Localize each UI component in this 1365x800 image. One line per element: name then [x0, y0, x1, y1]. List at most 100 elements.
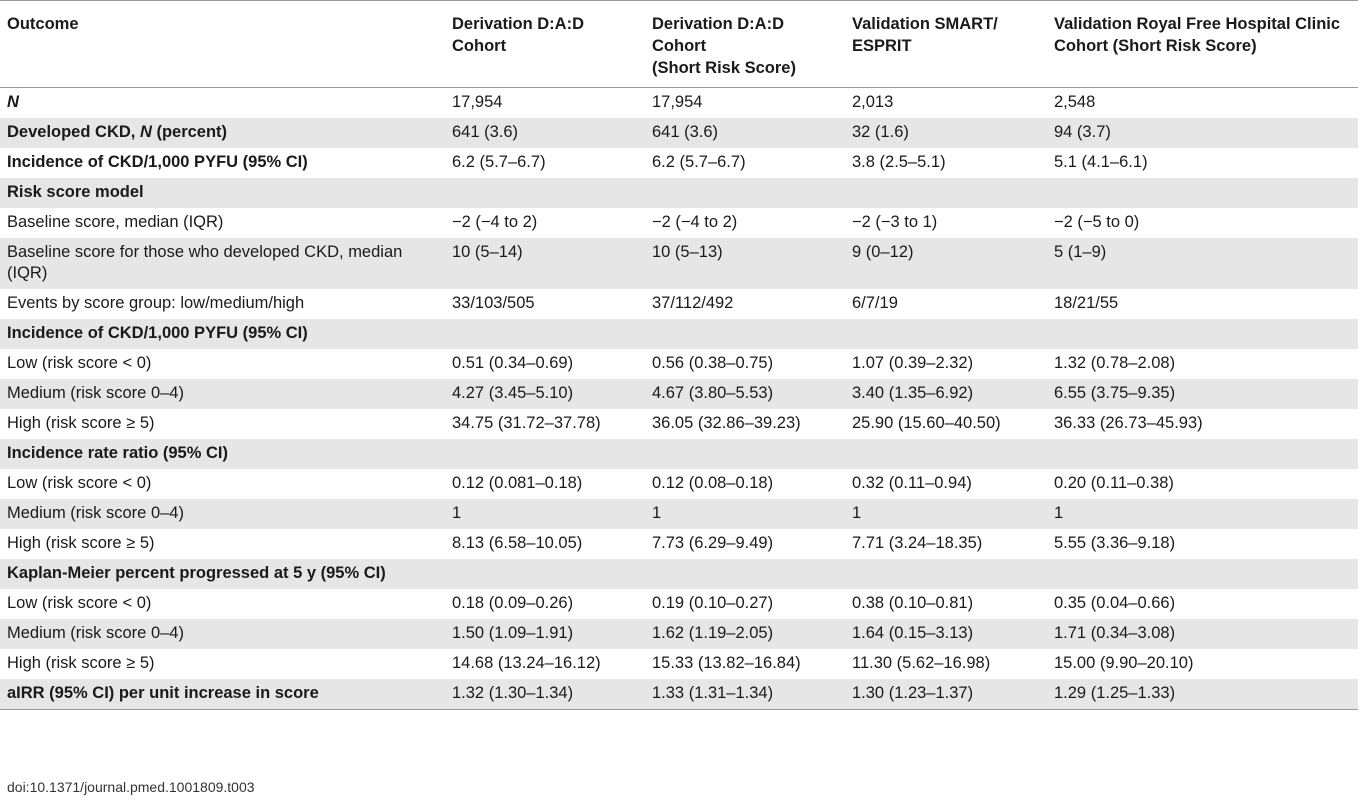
table-row: Baseline score for those who developed C… — [0, 238, 1358, 289]
table-cell: 0.32 (0.11–0.94) — [852, 474, 972, 492]
table-cell: 1.64 (0.15–3.13) — [846, 619, 1048, 649]
table-cell: 641 (3.6) — [446, 118, 646, 148]
table-row: Medium (risk score 0–4) 1 1 1 1 — [0, 499, 1358, 529]
table-cell: 0.35 (0.04–0.66) — [1054, 594, 1176, 612]
table-cell: 17,954 — [452, 93, 503, 111]
table-cell: 6/7/19 — [852, 294, 898, 312]
table-cell: 34.75 (31.72–37.78) — [452, 414, 601, 432]
table-cell: 3.40 (1.35–6.92) — [846, 379, 1048, 409]
table-cell: 3.8 (2.5–5.1) — [852, 153, 946, 171]
table-body: N 17,954 17,954 2,013 2,548 Developed CKD, N … — [0, 88, 1358, 710]
header-outcome: Outcome — [7, 15, 79, 33]
table-row: Baseline score, median (IQR) −2 (−4 to 2)… — [0, 208, 1358, 238]
table-cell: 94 (3.7) — [1048, 118, 1358, 148]
table-row: Low (risk score < 0) 0.12 (0.081–0.18) 0.1… — [0, 469, 1358, 499]
table-row: Developed CKD, N (percent) 641 (3.6) 641 (… — [0, 118, 1358, 148]
table-row: aIRR (95% CI) per unit increase in score… — [0, 679, 1358, 710]
table-cell: 0.38 (0.10–0.81) — [852, 594, 974, 612]
table-cell: −2 (−3 to 1) — [852, 213, 938, 231]
row-label: High (risk score ≥ 5) — [7, 414, 155, 432]
table-cell: 18/21/55 — [1054, 294, 1119, 312]
header-validation-smart-esprit: Validation SMART/ ESPRIT — [852, 15, 998, 55]
table-cell — [446, 559, 646, 589]
table-cell: 1.32 (0.78–2.08) — [1054, 354, 1176, 372]
table-cell: 1 — [646, 499, 846, 529]
table-cell: 14.68 (13.24–16.12) — [452, 654, 601, 672]
table-cell: 2,013 — [852, 93, 894, 111]
table-cell: 10 (5–13) — [646, 238, 846, 289]
table-cell — [646, 559, 846, 589]
table-cell: 32 (1.6) — [846, 118, 1048, 148]
table-cell: 0.56 (0.38–0.75) — [652, 354, 774, 372]
table-cell: 15.00 (9.90–20.10) — [1054, 654, 1194, 672]
table-cell: 0.12 (0.08–0.18) — [652, 474, 774, 492]
table-cell: 1 — [446, 499, 646, 529]
table-cell — [1048, 439, 1358, 469]
table-row: Incidence of CKD/1,000 PYFU (95% CI) — [0, 319, 1358, 349]
table-cell — [846, 439, 1048, 469]
outcome-table: Outcome Derivation D:A:D Cohort Derivati… — [0, 0, 1358, 710]
table-cell: 36.05 (32.86–39.23) — [652, 414, 801, 432]
table-cell: −2 (−4 to 2) — [652, 213, 738, 231]
row-label: N — [7, 93, 19, 111]
table-cell — [646, 439, 846, 469]
row-label: Incidence of CKD/1,000 PYFU (95% CI) — [7, 153, 308, 171]
table-row: N 17,954 17,954 2,013 2,548 — [0, 88, 1358, 119]
table-cell: 1.33 (1.31–1.34) — [646, 679, 846, 710]
table-cell: −2 (−5 to 0) — [1054, 213, 1140, 231]
table-cell — [846, 178, 1048, 208]
header-derivation-dad-short: Derivation D:A:D Cohort (Short Risk Scor… — [652, 15, 796, 77]
header-validation-royal-free: Validation Royal Free Hospital Clinic Co… — [1054, 15, 1341, 55]
table-cell — [1048, 178, 1358, 208]
table-cell: 1.32 (1.30–1.34) — [446, 679, 646, 710]
table-cell: 25.90 (15.60–40.50) — [852, 414, 1001, 432]
row-label: Baseline score, median (IQR) — [7, 213, 224, 231]
header-derivation-dad: Derivation D:A:D Cohort — [452, 15, 585, 55]
table-header-row: Outcome Derivation D:A:D Cohort Derivati… — [0, 0, 1358, 88]
table-row: High (risk score ≥ 5) 8.13 (6.58–10.05) 7.… — [0, 529, 1358, 559]
table-row: Low (risk score < 0) 0.51 (0.34–0.69) 0.56… — [0, 349, 1358, 379]
table-cell: 0.18 (0.09–0.26) — [452, 594, 574, 612]
table-cell: 4.27 (3.45–5.10) — [446, 379, 646, 409]
table-cell: −2 (−4 to 2) — [452, 213, 538, 231]
table-cell: 1 — [846, 499, 1048, 529]
table-cell: 4.67 (3.80–5.53) — [646, 379, 846, 409]
table-cell: 8.13 (6.58–10.05) — [452, 534, 583, 552]
row-label: Risk score model — [0, 178, 446, 208]
table-row: Low (risk score < 0) 0.18 (0.09–0.26) 0.19… — [0, 589, 1358, 619]
table-cell — [646, 178, 846, 208]
table-cell: 7.71 (3.24–18.35) — [852, 534, 983, 552]
table-cell — [446, 439, 646, 469]
table-cell — [646, 319, 846, 349]
table-cell: 5.55 (3.36–9.18) — [1054, 534, 1176, 552]
table-cell: 9 (0–12) — [846, 238, 1048, 289]
row-label: Baseline score for those who developed C… — [0, 238, 446, 289]
table-row: Medium (risk score 0–4) 4.27 (3.45–5.10) 4… — [0, 379, 1358, 409]
table-cell: 15.33 (13.82–16.84) — [652, 654, 801, 672]
row-label: aIRR (95% CI) per unit increase in score — [0, 679, 446, 710]
table-cell — [846, 319, 1048, 349]
table-cell: 37/112/492 — [652, 294, 734, 312]
table-row: High (risk score ≥ 5) 34.75 (31.72–37.78)… — [0, 409, 1358, 439]
table-cell — [1048, 559, 1358, 589]
doi-caption: doi:10.1371/journal.pmed.1001809.t003 — [7, 779, 255, 795]
table-cell: 0.51 (0.34–0.69) — [452, 354, 574, 372]
table-row: Incidence of CKD/1,000 PYFU (95% CI) 6.2 … — [0, 148, 1358, 178]
table-cell: 1.62 (1.19–2.05) — [646, 619, 846, 649]
table-cell: 36.33 (26.73–45.93) — [1054, 414, 1203, 432]
table-cell: 0.19 (0.10–0.27) — [652, 594, 774, 612]
table-cell — [446, 319, 646, 349]
row-label: Medium (risk score 0–4) — [0, 379, 446, 409]
table-cell — [1048, 319, 1358, 349]
row-label: Low (risk score < 0) — [7, 594, 152, 612]
row-label: Low (risk score < 0) — [7, 354, 152, 372]
row-label: Developed CKD, N (percent) — [0, 118, 446, 148]
table-row: Medium (risk score 0–4) 1.50 (1.09–1.91) 1… — [0, 619, 1358, 649]
table-cell: 1.71 (0.34–3.08) — [1048, 619, 1358, 649]
table-cell: 0.20 (0.11–0.38) — [1054, 474, 1174, 492]
table-row: Incidence rate ratio (95% CI) — [0, 439, 1358, 469]
table-cell: 5 (1–9) — [1048, 238, 1358, 289]
table-row: Kaplan-Meier percent progressed at 5 y (… — [0, 559, 1358, 589]
table-cell: 1.29 (1.25–1.33) — [1048, 679, 1358, 710]
